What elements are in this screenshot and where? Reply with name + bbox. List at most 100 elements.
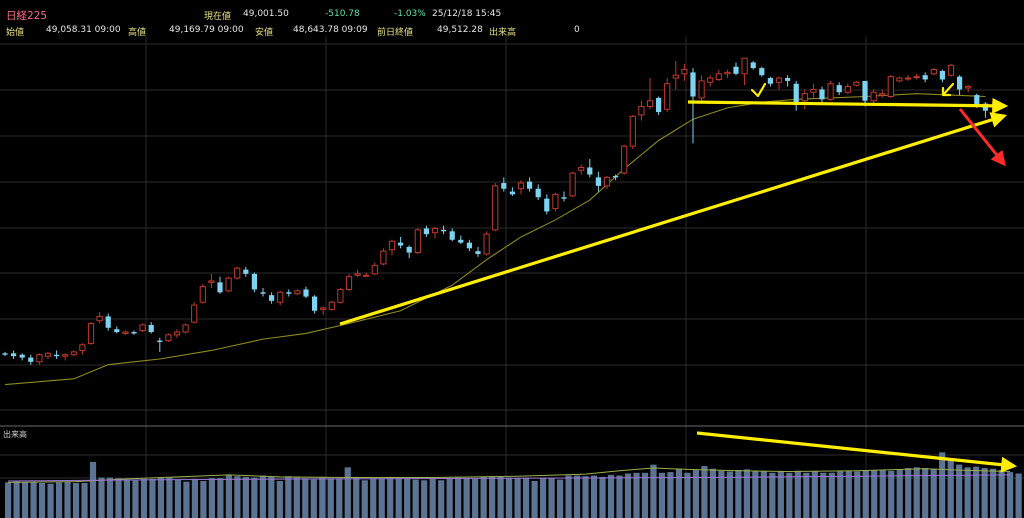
candle-body-up [879, 93, 886, 96]
volume-bar [64, 481, 71, 518]
volume-bar [327, 478, 334, 518]
candle-body-up [681, 69, 688, 75]
volume-bar [378, 478, 385, 518]
candle-body-down [54, 354, 60, 357]
candle-body-up [320, 307, 327, 310]
volume-bar [106, 477, 114, 518]
volume-bars [5, 452, 1022, 518]
volume-bar [709, 468, 717, 518]
volume-bar [47, 483, 54, 518]
candle-body-down [561, 197, 567, 199]
volume-bar [888, 470, 895, 518]
candle-body-up [380, 250, 387, 265]
candle-body-down [475, 251, 481, 254]
candle-body-down [785, 78, 791, 81]
volume-bar [964, 467, 971, 518]
candle-body-down [544, 198, 550, 212]
candle-body-up [801, 93, 808, 102]
volume-bar [956, 464, 963, 518]
candle-body-up [363, 274, 370, 277]
volume-bar [658, 472, 666, 518]
volume-bar [624, 473, 632, 518]
candle-body-up [844, 86, 851, 93]
volume-bar [183, 481, 190, 518]
volume-bar [803, 472, 810, 518]
candle-body-up [724, 71, 731, 75]
quote-header: 日経225 現在値 49,001.50 -510.78 -1.03% 25/12… [0, 0, 1024, 38]
volume-bar [675, 468, 683, 518]
candle-body-down [535, 188, 541, 198]
volume-bar [590, 475, 598, 518]
volume-bar [862, 470, 869, 518]
candle-body-up [165, 334, 172, 342]
volume-bar [514, 478, 521, 518]
candle-body-up [122, 331, 129, 334]
volume-bar [157, 477, 165, 518]
candle-body-up [887, 76, 894, 97]
candle-body-down [406, 246, 412, 253]
volume-ma-short-line [7, 467, 1011, 483]
volume-bar [132, 480, 139, 518]
candle-body-up [328, 301, 335, 310]
candle-body-up [414, 229, 421, 254]
volume-bar [421, 480, 428, 518]
candle-body-up [775, 77, 783, 83]
high-label: 高値 [128, 28, 147, 38]
volume-bar [140, 478, 148, 518]
candle-body-up [569, 172, 576, 197]
candle-body-up [182, 324, 189, 333]
candle-body-down [819, 89, 825, 100]
volume-bar [242, 476, 249, 518]
candle-body-up [517, 182, 525, 190]
volume-bar [259, 475, 266, 518]
volume-bar [573, 475, 581, 518]
volume-bar [701, 466, 708, 518]
volume-bar [905, 468, 912, 518]
volume-bar [149, 478, 156, 518]
candle-body-down [11, 353, 17, 357]
candle-body-down [957, 76, 963, 90]
candle-body-up [492, 185, 499, 231]
open-label: 始値 [6, 28, 25, 38]
candle-body-down [114, 329, 120, 333]
volume-bar [166, 477, 173, 518]
candle-body-up [621, 145, 628, 174]
volume-bar [30, 481, 37, 518]
candle-body-down [303, 289, 309, 297]
volume-bar [845, 470, 852, 518]
candle-body-down [767, 78, 773, 84]
candle-body-down [613, 175, 619, 178]
volume-bar [667, 472, 674, 518]
candle-body-down [458, 239, 464, 243]
candle-body-down [466, 242, 472, 249]
candle-body-up [191, 304, 198, 323]
volume-panel-label: 出来高 [3, 429, 27, 439]
candle-body-up [698, 80, 705, 99]
volume-bar [353, 476, 360, 518]
chart-grid [0, 36, 1024, 518]
candle-body-up [173, 331, 181, 336]
volume-bar [174, 479, 182, 518]
volume-bar [208, 478, 215, 518]
volume-bar [650, 464, 657, 518]
volume-bar [361, 480, 368, 518]
volume-bar [217, 478, 224, 518]
candle-body-up [646, 100, 654, 107]
candle-body-down [501, 183, 507, 189]
candle-body-up [913, 76, 920, 79]
candle-body-down [2, 353, 8, 355]
candle-body-up [483, 233, 490, 255]
volume-bar [990, 468, 997, 518]
volume-bar [344, 467, 351, 518]
candle-body-up [930, 69, 937, 75]
candle-body-down [939, 70, 945, 80]
candle-body-up [234, 267, 241, 279]
candle-body-up [947, 64, 955, 76]
volume-bar [497, 476, 504, 518]
volume-bar [285, 476, 292, 518]
candle-body-up [371, 264, 378, 275]
volume-label: 出来高 [489, 28, 517, 38]
candle-body-up [904, 77, 912, 80]
candle-body-down [243, 269, 249, 274]
candle-body-down [423, 228, 429, 235]
